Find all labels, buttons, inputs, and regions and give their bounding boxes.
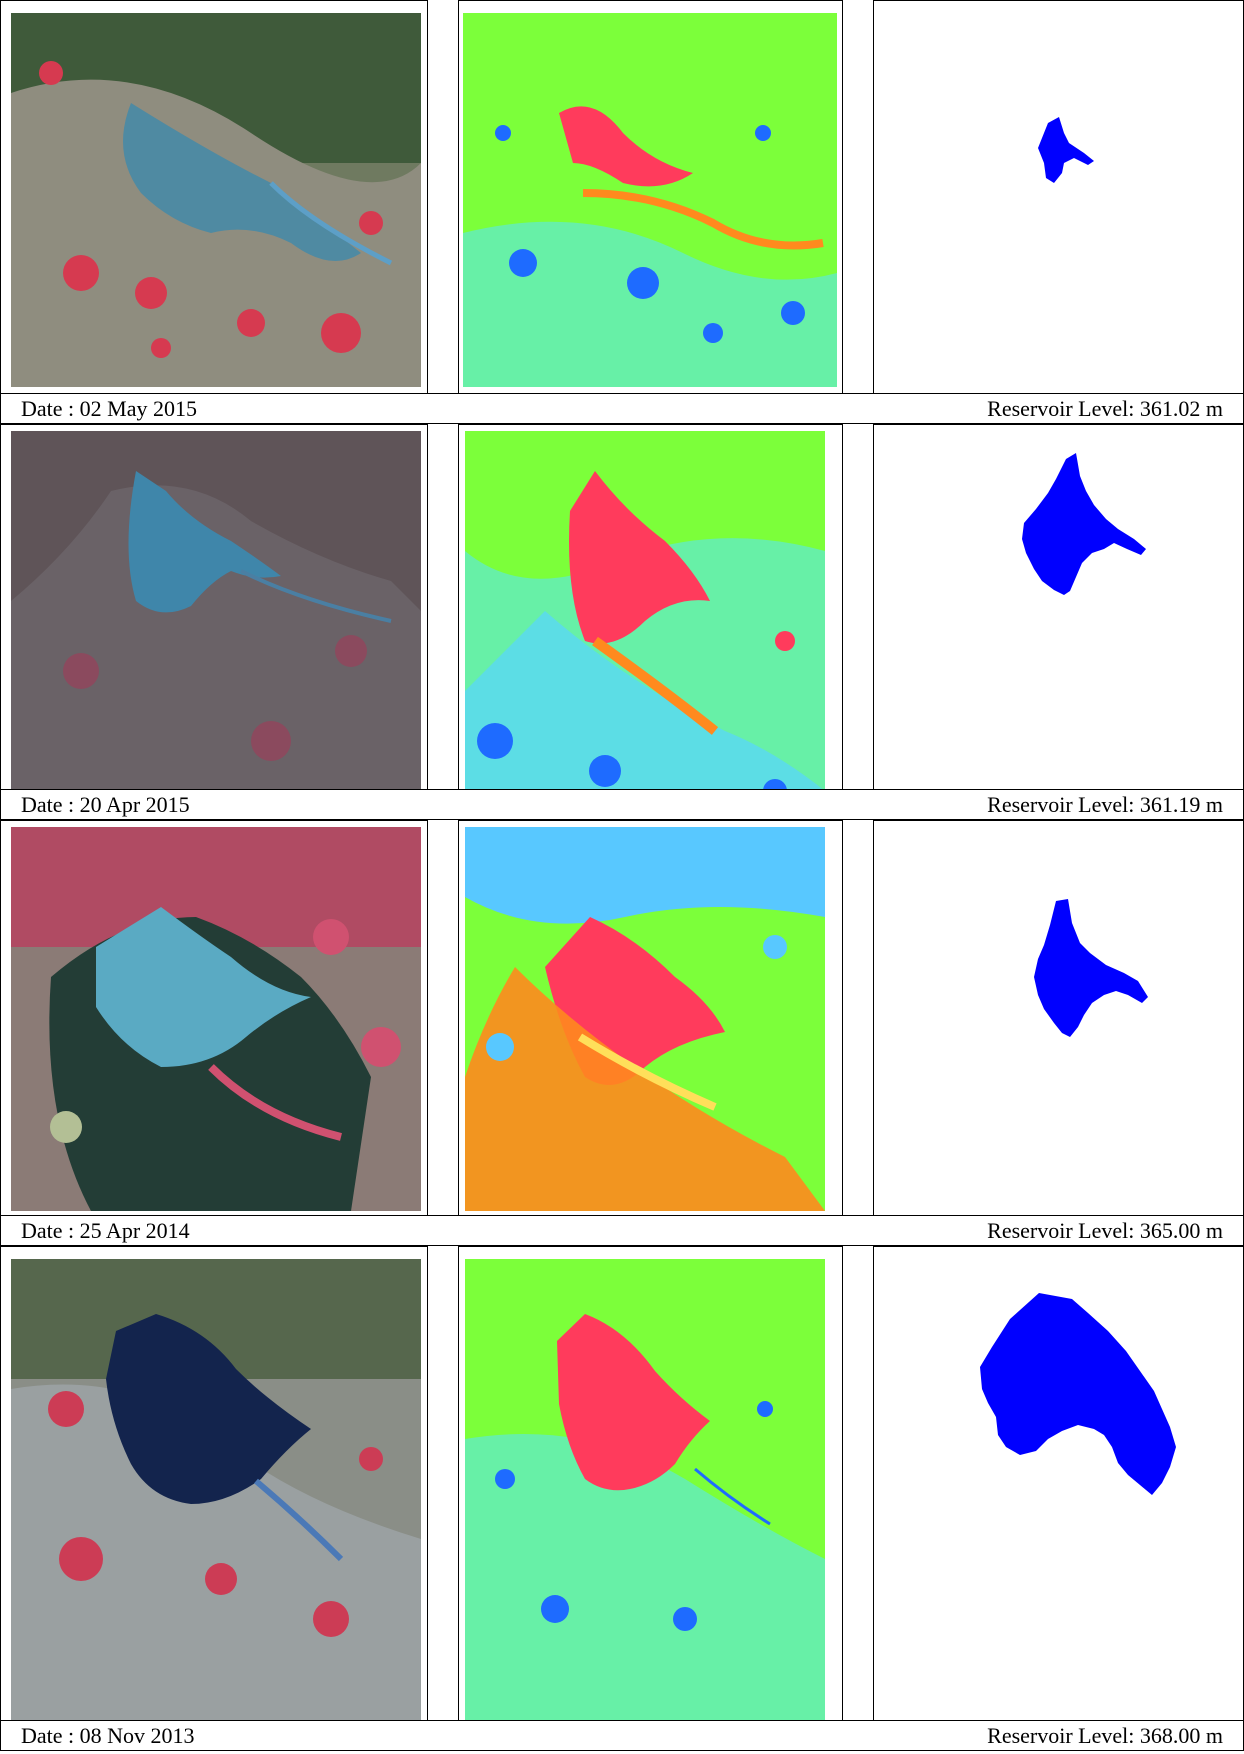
false-color-image-1 [11,13,421,387]
caption-row-3: Date : 25 Apr 2014 Reservoir Level: 365.… [0,1215,1244,1246]
false-color-image-3 [11,827,421,1211]
row-1: Date : 02 May 2015 Reservoir Level: 361.… [0,0,1244,424]
row-3: Date : 25 Apr 2014 Reservoir Level: 365.… [0,820,1244,1246]
mask-cell-1 [873,0,1244,394]
date-label: Date : 08 Nov 2013 [21,1723,195,1748]
index-cell-4 [458,1246,843,1722]
false-color-image-2 [11,431,421,815]
fcc-cell-2 [0,424,428,820]
reservoir-level-label: Reservoir Level: 361.19 m [987,792,1223,817]
water-mask-image-2 [894,431,1225,815]
mask-cell-2 [873,424,1244,820]
reservoir-level-label: Reservoir Level: 365.00 m [987,1218,1223,1243]
water-mask-image-4 [894,1259,1225,1722]
reservoir-level-label: Reservoir Level: 368.00 m [987,1723,1223,1748]
index-cell-1 [458,0,843,394]
index-cell-3 [458,820,843,1216]
index-cell-2 [458,424,843,820]
fcc-cell-4 [0,1246,428,1722]
water-index-image-3 [465,827,825,1211]
row-2: Date : 20 Apr 2015 Reservoir Level: 361.… [0,424,1244,820]
date-label: Date : 20 Apr 2015 [21,792,190,817]
false-color-image-4 [11,1259,421,1722]
date-label: Date : 25 Apr 2014 [21,1218,190,1243]
fcc-cell-1 [0,0,428,394]
fcc-cell-3 [0,820,428,1216]
row-4: Date : 08 Nov 2013 Reservoir Level: 368.… [0,1246,1244,1754]
water-index-image-1 [463,13,837,387]
mask-cell-4 [873,1246,1244,1721]
caption-row-1: Date : 02 May 2015 Reservoir Level: 361.… [0,393,1244,424]
caption-row-2: Date : 20 Apr 2015 Reservoir Level: 361.… [0,789,1244,820]
reservoir-level-label: Reservoir Level: 361.02 m [987,396,1223,421]
water-mask-image-1 [894,13,1225,387]
water-index-image-4 [465,1259,825,1722]
mask-cell-3 [873,820,1244,1216]
water-index-image-2 [465,431,825,815]
water-mask-image-3 [894,827,1225,1211]
date-label: Date : 02 May 2015 [21,396,197,421]
caption-row-4: Date : 08 Nov 2013 Reservoir Level: 368.… [0,1720,1244,1751]
